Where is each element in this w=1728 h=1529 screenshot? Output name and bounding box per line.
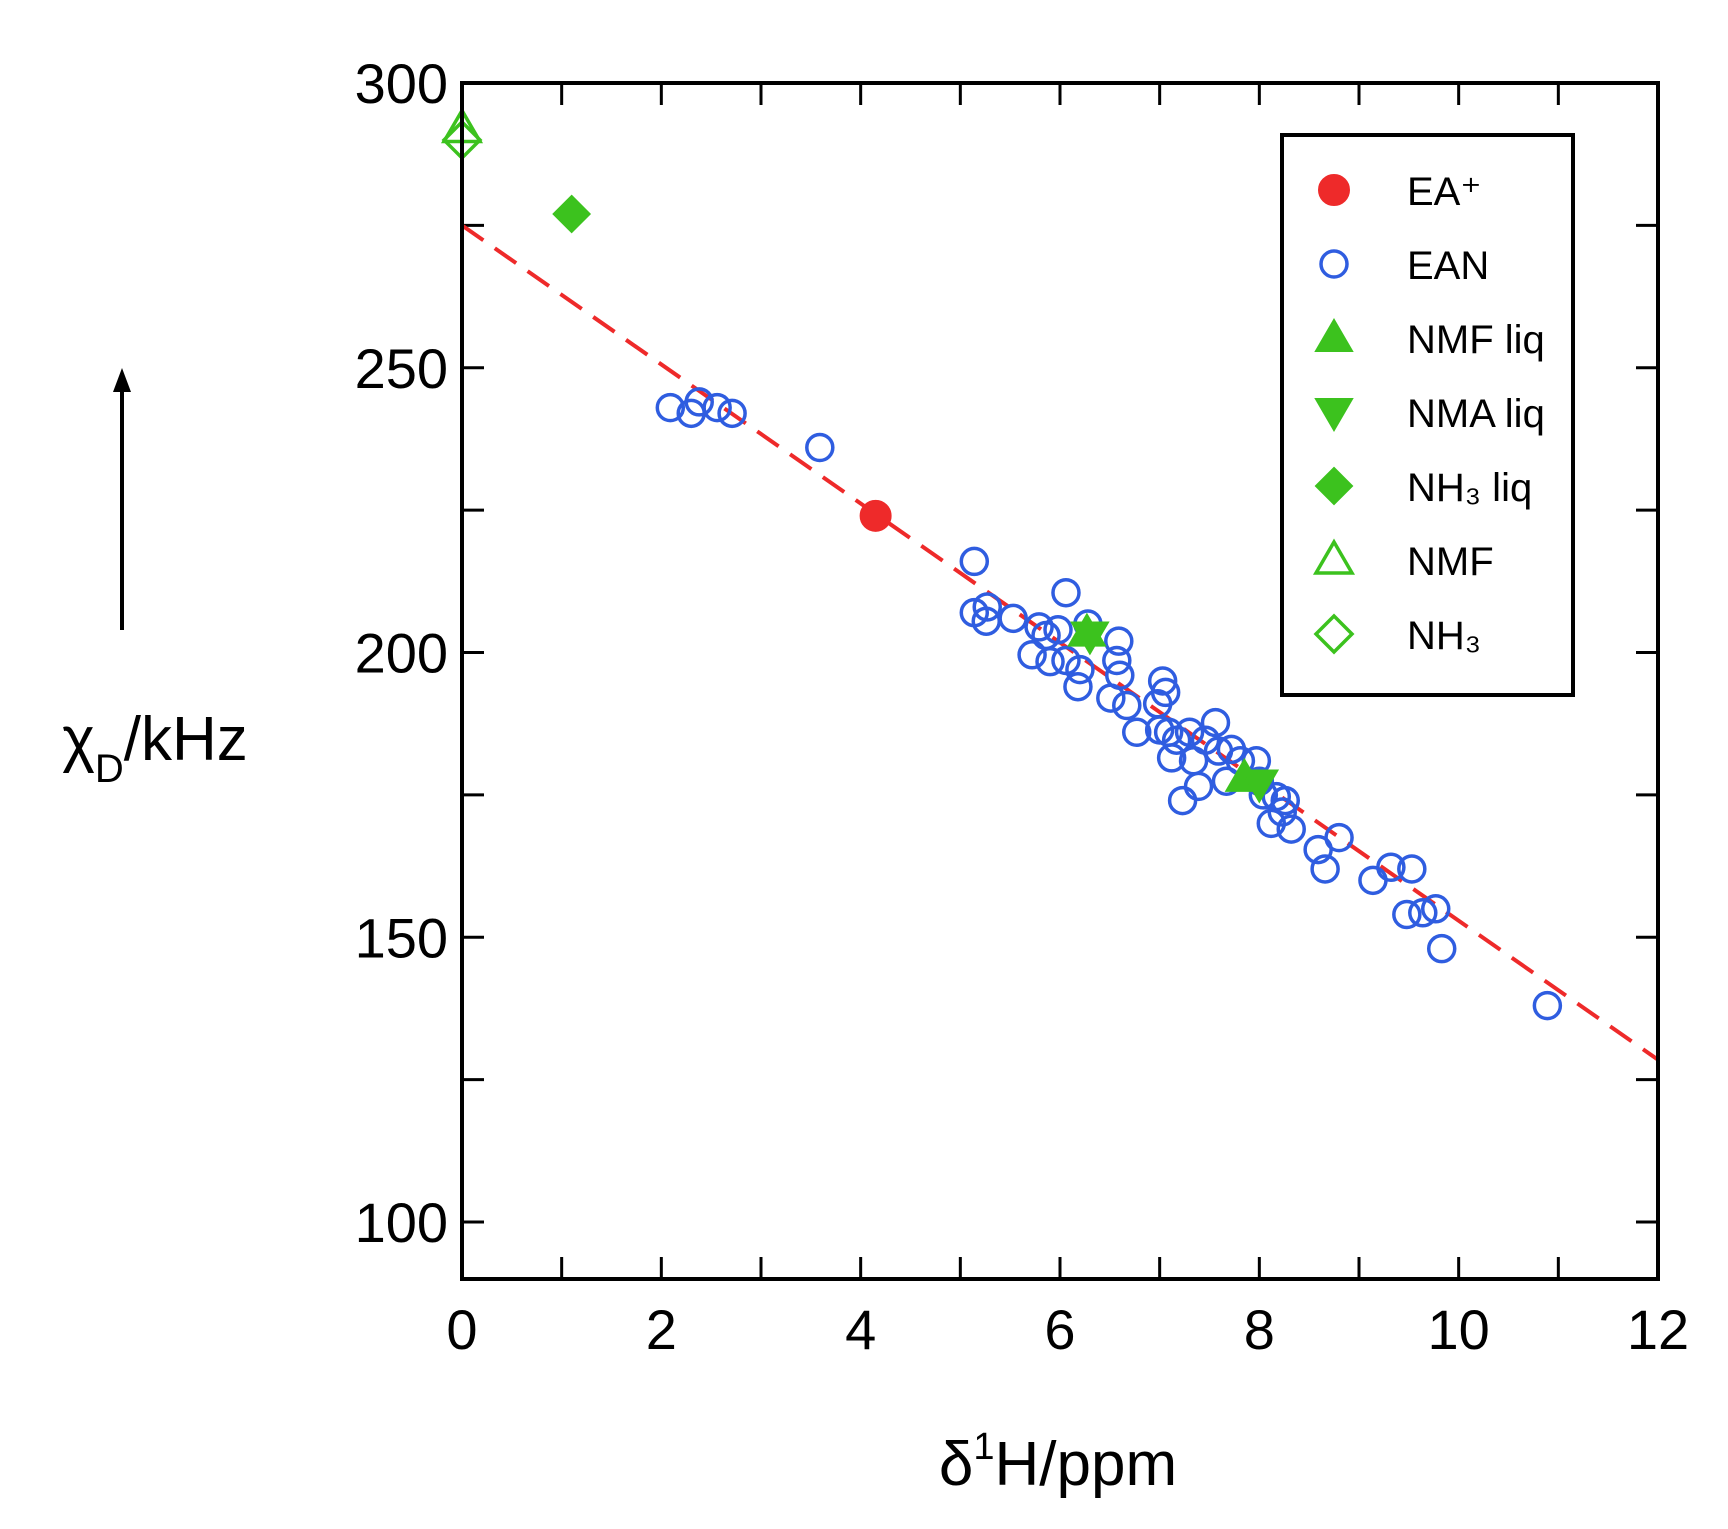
y-label-sub: D <box>95 747 124 791</box>
point <box>1167 785 1198 816</box>
x-tick-label: 4 <box>845 1298 876 1361</box>
point <box>1104 626 1134 656</box>
legend-label: NH₃ <box>1407 614 1481 658</box>
point <box>552 194 592 234</box>
point <box>1200 707 1231 738</box>
point <box>1070 621 1110 656</box>
legend-marker <box>1319 249 1349 279</box>
point <box>959 546 990 577</box>
point <box>1270 785 1300 816</box>
point <box>717 398 747 429</box>
legend-marker <box>1314 466 1354 506</box>
y-arrow <box>113 368 131 630</box>
point <box>655 392 686 423</box>
x-tick-label: 6 <box>1044 1298 1075 1361</box>
point <box>1017 640 1047 670</box>
point <box>1102 645 1132 676</box>
y-tick-label: 300 <box>355 52 448 115</box>
y-tick-label: 200 <box>355 622 448 685</box>
point <box>859 499 892 532</box>
point <box>1426 933 1457 964</box>
legend-label: NMF liq <box>1407 318 1545 362</box>
point <box>1035 646 1065 677</box>
y-tick-label: 150 <box>355 906 448 969</box>
point <box>1024 612 1054 642</box>
point <box>1239 769 1280 804</box>
point <box>1147 666 1178 696</box>
x-tick-label: 8 <box>1244 1298 1275 1361</box>
point <box>1065 654 1095 685</box>
point <box>1532 990 1563 1021</box>
point <box>805 432 835 463</box>
point <box>1150 677 1181 708</box>
point <box>1420 894 1451 924</box>
point <box>1174 717 1205 748</box>
legend-marker <box>1318 174 1350 206</box>
point <box>1063 671 1093 702</box>
legend-marker <box>1314 318 1354 352</box>
point <box>684 387 714 417</box>
legend-marker <box>1314 398 1354 432</box>
legend-label: NMA liq <box>1407 392 1545 436</box>
point <box>972 592 1002 622</box>
y-label-text: /kHz <box>124 705 248 774</box>
y-axis-label: χD/kHz <box>62 705 247 791</box>
x-label-symbol: δ <box>939 1430 974 1499</box>
point <box>1408 898 1438 928</box>
y-tick-label: 250 <box>355 337 448 400</box>
x-tick-label: 12 <box>1627 1298 1689 1361</box>
x-tick-label: 0 <box>446 1298 477 1361</box>
y-label-symbol: χ <box>62 705 95 774</box>
point <box>998 603 1028 634</box>
legend-marker <box>1312 538 1356 575</box>
point <box>1096 683 1126 713</box>
point <box>1121 717 1152 748</box>
point <box>1112 690 1142 721</box>
point <box>1267 797 1298 827</box>
legend: EA⁺ EAN NMF liq NMA liq NH₃ liq NMF NH₃ <box>1280 133 1575 697</box>
point <box>1397 854 1427 884</box>
x-tick-label: 10 <box>1428 1298 1490 1361</box>
point <box>702 392 732 423</box>
legend-label: NMF <box>1407 540 1494 584</box>
x-label-text: H/ppm <box>995 1430 1178 1499</box>
point <box>1376 852 1406 882</box>
point <box>1276 814 1306 844</box>
x-label-sup: 1 <box>973 1426 994 1468</box>
legend-label: EAN <box>1407 244 1489 288</box>
x-tick-label: 2 <box>646 1298 677 1361</box>
point <box>1051 577 1081 608</box>
point <box>1156 743 1187 773</box>
point <box>1324 822 1354 853</box>
point <box>1043 614 1073 645</box>
x-axis-label: δ1H/ppm <box>939 1426 1177 1499</box>
point <box>1358 865 1388 896</box>
legend-label: NH₃ liq <box>1407 466 1532 510</box>
legend-marker <box>1313 613 1355 655</box>
plot-frame <box>460 81 1660 1281</box>
legend-label: EA⁺ <box>1407 170 1481 214</box>
point <box>1392 899 1422 930</box>
point <box>1183 771 1214 802</box>
point <box>1310 854 1340 884</box>
y-tick-label: 100 <box>355 1191 448 1254</box>
